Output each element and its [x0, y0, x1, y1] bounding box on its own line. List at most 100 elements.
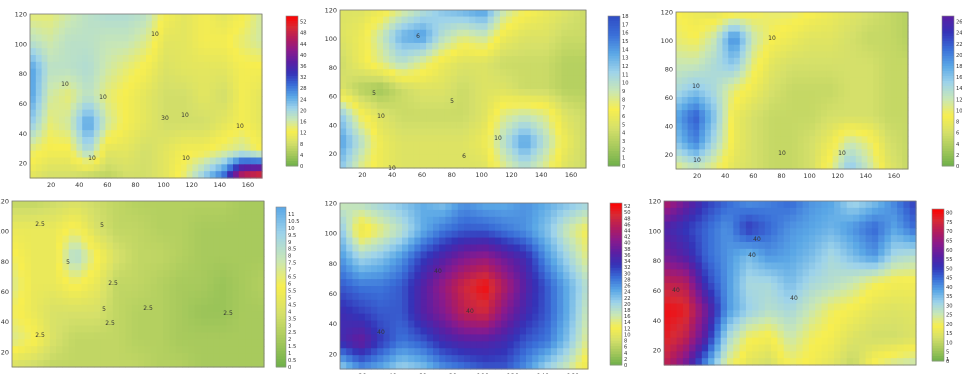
heatmap-cell	[81, 270, 89, 278]
heatmap-cell	[495, 209, 502, 218]
heatmap-cell	[68, 277, 76, 285]
heatmap-cell	[763, 64, 770, 72]
heatmap-cell	[24, 263, 32, 271]
heatmap-cell	[144, 207, 152, 216]
heatmap-cell	[188, 277, 196, 285]
heatmap-cell	[213, 228, 221, 237]
heatmap-cell	[567, 95, 575, 103]
heatmap-cell	[420, 223, 428, 232]
heatmap-cell	[536, 115, 544, 123]
heatmap-cell	[215, 27, 222, 36]
heatmap-cell	[389, 251, 397, 259]
heatmap-cell	[194, 270, 202, 278]
heatmap-cell	[402, 299, 409, 308]
colorbar-segment	[276, 311, 286, 315]
heatmap-cell	[549, 69, 556, 77]
heatmap-cell	[867, 116, 874, 124]
heatmap-cell	[902, 83, 909, 92]
heatmap-cell	[257, 318, 265, 327]
heatmap-cell	[93, 48, 101, 56]
heatmap-cell	[140, 61, 147, 70]
heatmap-cell	[419, 135, 427, 143]
heatmap-cell	[157, 68, 164, 77]
heatmap-cell	[117, 34, 124, 42]
heatmap-cell	[561, 23, 569, 31]
heatmap-cell	[538, 286, 546, 294]
heatmap-cell	[47, 27, 54, 36]
heatmap-cell	[238, 290, 246, 299]
heatmap-cell	[408, 313, 415, 322]
heatmap-cell	[56, 207, 63, 216]
colorbar-tick-label: 1.5	[288, 344, 296, 350]
heatmap-cell	[151, 123, 159, 131]
heatmap-cell	[809, 44, 816, 52]
colorbar-segment	[286, 118, 298, 122]
heatmap-cell	[488, 313, 496, 322]
heatmap-cell	[100, 242, 108, 251]
heatmap-cell	[192, 48, 199, 56]
heatmap-cell	[438, 161, 446, 169]
heatmap-cell	[146, 27, 153, 36]
heatmap-cell	[186, 123, 193, 131]
heatmap-cell	[530, 141, 538, 149]
heatmap-cell	[87, 346, 95, 354]
heatmap-cell	[59, 48, 66, 56]
heatmap-cell	[56, 263, 63, 271]
heatmap-cell	[815, 70, 822, 79]
heatmap-cell	[414, 313, 422, 322]
heatmap-cell	[18, 360, 26, 368]
heatmap-cell	[481, 56, 489, 64]
heatmap-cell	[346, 42, 353, 51]
heatmap-cell	[879, 83, 886, 92]
heatmap-cell	[370, 62, 378, 70]
heatmap-cell	[75, 339, 82, 347]
heatmap-cell	[194, 284, 202, 292]
heatmap-cell	[413, 161, 421, 169]
heatmap-cell	[358, 223, 366, 232]
heatmap-cell	[676, 129, 683, 137]
heatmap-cell	[12, 277, 19, 285]
heatmap-cell	[131, 256, 139, 264]
heatmap-cell	[175, 48, 182, 56]
heatmap-cell	[30, 82, 37, 90]
heatmap-cell	[693, 70, 700, 79]
heatmap-cell	[12, 270, 19, 278]
heatmap-cell	[352, 42, 360, 51]
heatmap-cell	[739, 103, 747, 111]
heatmap-cell	[35, 96, 43, 104]
heatmap-cell	[501, 279, 508, 287]
heatmap-cell	[542, 36, 550, 44]
heatmap-cell	[476, 272, 484, 280]
heatmap-cell	[451, 209, 459, 218]
heatmap-cell	[699, 136, 706, 144]
heatmap-cell	[125, 201, 133, 209]
heatmap-cell	[256, 157, 263, 165]
heatmap-cell	[75, 201, 82, 209]
heatmap-cell	[221, 89, 228, 97]
heatmap-cell	[699, 129, 706, 137]
heatmap-cell	[716, 90, 723, 98]
heatmap-cell	[809, 64, 816, 72]
heatmap-cell	[125, 277, 133, 285]
heatmap-cell	[561, 135, 569, 143]
heatmap-cell	[194, 311, 202, 320]
heatmap-cell	[340, 279, 347, 287]
heatmap-cell	[487, 23, 495, 31]
heatmap-cell	[256, 96, 263, 104]
heatmap-cell	[681, 51, 689, 59]
heatmap-cell	[244, 130, 251, 138]
heatmap-cell	[169, 89, 176, 97]
heatmap-cell	[59, 157, 66, 165]
heatmap-cell	[59, 68, 66, 77]
heatmap-cell	[364, 154, 372, 163]
heatmap-cell	[751, 162, 758, 170]
heatmap-cell	[389, 299, 397, 308]
heatmap-cell	[151, 164, 159, 172]
heatmap-cell	[530, 95, 538, 103]
heatmap-cell	[432, 141, 439, 149]
heatmap-cell	[530, 56, 538, 64]
heatmap-cell	[557, 209, 564, 218]
heatmap-cell	[693, 136, 700, 144]
heatmap-cell	[245, 360, 252, 368]
heatmap-cell	[687, 123, 694, 131]
